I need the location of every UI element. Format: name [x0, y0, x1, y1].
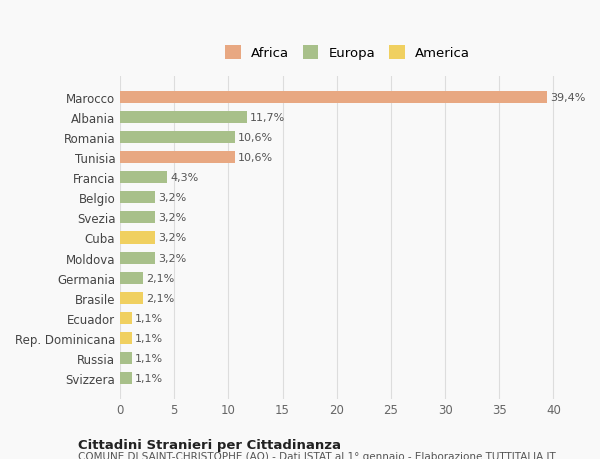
Text: 11,7%: 11,7% [250, 113, 286, 123]
Bar [120, 372, 132, 384]
Text: 3,2%: 3,2% [158, 193, 186, 203]
Bar [120, 112, 247, 124]
Bar [120, 132, 235, 144]
Bar [120, 292, 143, 304]
Bar [120, 212, 155, 224]
Bar [120, 312, 132, 324]
Text: 1,1%: 1,1% [135, 373, 163, 383]
Bar [120, 272, 143, 284]
Bar [120, 332, 132, 344]
Text: 2,1%: 2,1% [146, 273, 175, 283]
Text: 1,1%: 1,1% [135, 333, 163, 343]
Bar [120, 252, 155, 264]
Bar [120, 192, 155, 204]
Text: 3,2%: 3,2% [158, 253, 186, 263]
Bar [120, 352, 132, 364]
Bar [120, 92, 547, 104]
Bar [120, 232, 155, 244]
Text: 10,6%: 10,6% [238, 153, 274, 163]
Bar [120, 172, 167, 184]
Text: 10,6%: 10,6% [238, 133, 274, 143]
Legend: Africa, Europa, America: Africa, Europa, America [221, 42, 474, 64]
Text: 3,2%: 3,2% [158, 233, 186, 243]
Text: 1,1%: 1,1% [135, 353, 163, 363]
Text: 3,2%: 3,2% [158, 213, 186, 223]
Text: 1,1%: 1,1% [135, 313, 163, 323]
Text: 4,3%: 4,3% [170, 173, 198, 183]
Text: 2,1%: 2,1% [146, 293, 175, 303]
Text: Cittadini Stranieri per Cittadinanza: Cittadini Stranieri per Cittadinanza [78, 438, 341, 451]
Text: 39,4%: 39,4% [550, 93, 586, 103]
Bar [120, 152, 235, 164]
Text: COMUNE DI SAINT-CHRISTOPHE (AO) - Dati ISTAT al 1° gennaio - Elaborazione TUTTIT: COMUNE DI SAINT-CHRISTOPHE (AO) - Dati I… [78, 451, 556, 459]
